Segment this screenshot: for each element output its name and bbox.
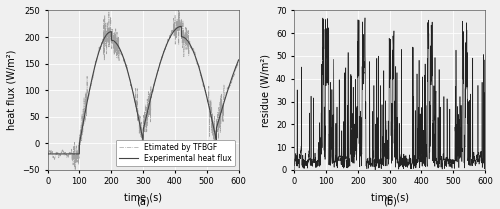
Text: (a): (a) — [136, 197, 150, 207]
Experimental heat flux — [44, 153, 51, 155]
Etimated by TFBGF — [172, 27, 177, 30]
Line: Etimated by TFBGF: Etimated by TFBGF — [48, 2, 238, 178]
Etimated by TFBGF — [164, 40, 170, 42]
Etimated by TFBGF — [105, 35, 111, 38]
X-axis label: time (s): time (s) — [370, 192, 408, 202]
Experimental heat flux — [191, 52, 197, 55]
Experimental heat flux — [172, 29, 177, 32]
Experimental heat flux — [178, 25, 184, 28]
Line: Experimental heat flux: Experimental heat flux — [48, 26, 238, 154]
Etimated by TFBGF — [88, 82, 94, 84]
Experimental heat flux — [164, 41, 170, 44]
Etimated by TFBGF — [176, 1, 182, 4]
Experimental heat flux — [105, 32, 111, 35]
Legend: Etimated by TFBGF, Experimental heat flux: Etimated by TFBGF, Experimental heat flu… — [116, 140, 234, 166]
Experimental heat flux — [108, 31, 114, 33]
Etimated by TFBGF — [236, 58, 242, 60]
Experimental heat flux — [88, 81, 94, 83]
Text: (b): (b) — [382, 197, 396, 207]
Etimated by TFBGF — [72, 177, 78, 180]
Y-axis label: heat flux (W/m²): heat flux (W/m²) — [7, 50, 17, 130]
Etimated by TFBGF — [108, 38, 114, 40]
Y-axis label: residue (W/m²): residue (W/m²) — [260, 54, 270, 127]
Etimated by TFBGF — [44, 153, 51, 155]
Etimated by TFBGF — [192, 51, 198, 54]
X-axis label: time (s): time (s) — [124, 192, 162, 202]
Experimental heat flux — [236, 59, 242, 61]
